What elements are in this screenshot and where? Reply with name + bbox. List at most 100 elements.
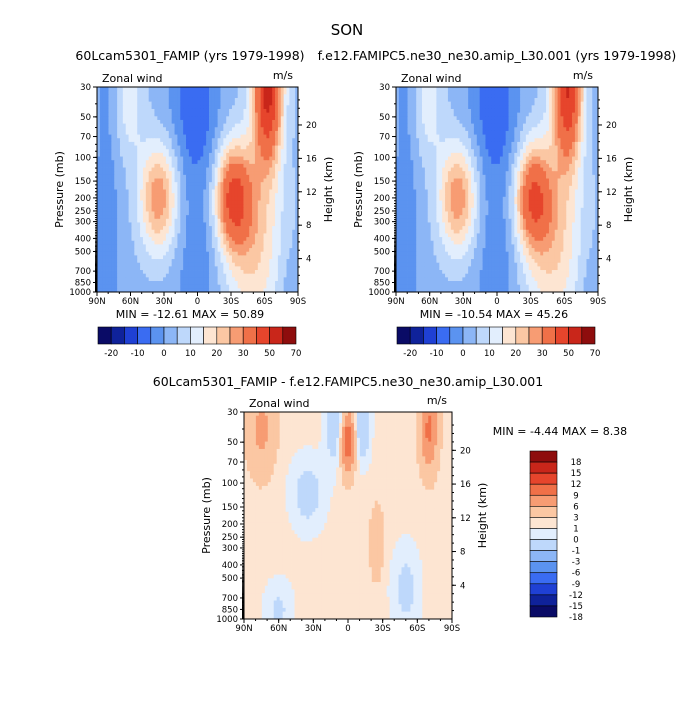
contour-cell <box>97 270 101 275</box>
contour-cell <box>142 270 147 275</box>
contour-cell <box>111 229 115 234</box>
contour-cell <box>557 112 561 117</box>
contour-cell <box>119 273 124 278</box>
contour-cell <box>465 108 469 114</box>
contour-cell <box>145 233 150 238</box>
contour-cell <box>240 215 244 220</box>
contour-cell <box>427 90 432 95</box>
contour-cell <box>154 145 158 150</box>
contour-cell <box>517 127 521 132</box>
contour-cell <box>430 123 434 128</box>
contour-cell <box>283 218 287 223</box>
contour-cell <box>102 244 107 249</box>
contour-cell <box>171 167 175 172</box>
contour-cell <box>280 193 285 198</box>
contour-cell <box>269 244 273 249</box>
contour-cell <box>266 196 270 201</box>
contour-cell <box>119 97 124 103</box>
contour-cell <box>125 207 129 212</box>
contour-cell <box>231 211 236 216</box>
contour-cell <box>292 134 296 139</box>
contour-cell <box>430 87 434 92</box>
contour-cell <box>220 182 224 187</box>
contour-cell <box>151 141 155 146</box>
contour-cell <box>188 284 193 289</box>
contour-cell <box>289 123 293 128</box>
contour-cell <box>592 116 596 121</box>
contour-cell <box>140 211 144 216</box>
contour-cell <box>275 211 279 216</box>
contour-cell <box>229 134 233 139</box>
contour-cell <box>148 123 152 128</box>
contour-cell <box>186 281 190 286</box>
contour-cell <box>137 101 141 106</box>
contour-cell <box>540 123 544 128</box>
contour-cell <box>131 259 135 264</box>
contour-cell <box>517 94 521 99</box>
contour-cell <box>272 284 276 289</box>
contour-cell <box>459 101 463 106</box>
contour-cell <box>128 167 132 172</box>
contour-cell <box>102 152 107 157</box>
contour-cell <box>520 112 524 117</box>
contour-cell <box>200 163 204 168</box>
contour-cell <box>117 266 121 271</box>
contour-cell <box>229 259 233 264</box>
contour-cell <box>398 108 403 114</box>
contour-cell <box>407 130 411 135</box>
contour-cell <box>154 288 158 293</box>
contour-cell <box>128 277 132 282</box>
contour-cell <box>295 226 299 231</box>
contour-cell <box>398 105 403 110</box>
contour-cell <box>211 262 216 267</box>
contour-cell <box>203 284 207 289</box>
contour-cell <box>163 182 167 187</box>
contour-cell <box>157 167 161 172</box>
contour-cell <box>200 145 204 150</box>
contour-cell <box>595 123 599 128</box>
contour-cell <box>275 229 279 234</box>
pressure-tick-label: 700 <box>75 267 91 277</box>
contour-cell <box>217 229 221 234</box>
contour-cell <box>114 196 118 201</box>
contour-cell <box>231 156 236 161</box>
contour-cell <box>128 270 132 275</box>
contour-cell <box>269 152 273 157</box>
contour-cell <box>404 130 408 135</box>
contour-cell <box>488 101 492 106</box>
contour-cell <box>197 259 201 264</box>
contour-cell <box>134 244 138 249</box>
contour-cell <box>456 112 460 117</box>
contour-cell <box>206 94 210 99</box>
contour-cell <box>125 149 129 154</box>
contour-cell <box>280 207 285 212</box>
contour-cell <box>114 248 118 253</box>
contour-cell <box>445 87 449 92</box>
contour-cell <box>165 119 170 125</box>
contour-cell <box>122 244 127 249</box>
contour-cell <box>119 108 124 114</box>
contour-cell <box>246 288 250 293</box>
contour-cell <box>194 211 198 216</box>
contour-cell <box>508 90 512 95</box>
contour-cell <box>105 226 109 231</box>
contour-cell <box>177 119 181 125</box>
contour-cell <box>263 215 267 220</box>
contour-cell <box>442 116 446 121</box>
contour-cell <box>226 240 230 245</box>
contour-cell <box>289 108 293 114</box>
contour-cell <box>171 94 175 99</box>
contour-cell <box>108 108 112 114</box>
contour-cell <box>163 255 167 260</box>
contour-cell <box>211 284 216 289</box>
contour-cell <box>177 262 181 267</box>
pressure-tick-label: 400 <box>75 234 91 244</box>
contour-cell <box>479 87 483 92</box>
contour-cell <box>586 90 590 95</box>
contour-cell <box>249 204 253 209</box>
contour-cell <box>97 251 101 256</box>
contour-cell <box>105 101 109 106</box>
contour-cell <box>145 94 150 99</box>
contour-cell <box>229 156 233 161</box>
contour-cell <box>240 240 244 245</box>
